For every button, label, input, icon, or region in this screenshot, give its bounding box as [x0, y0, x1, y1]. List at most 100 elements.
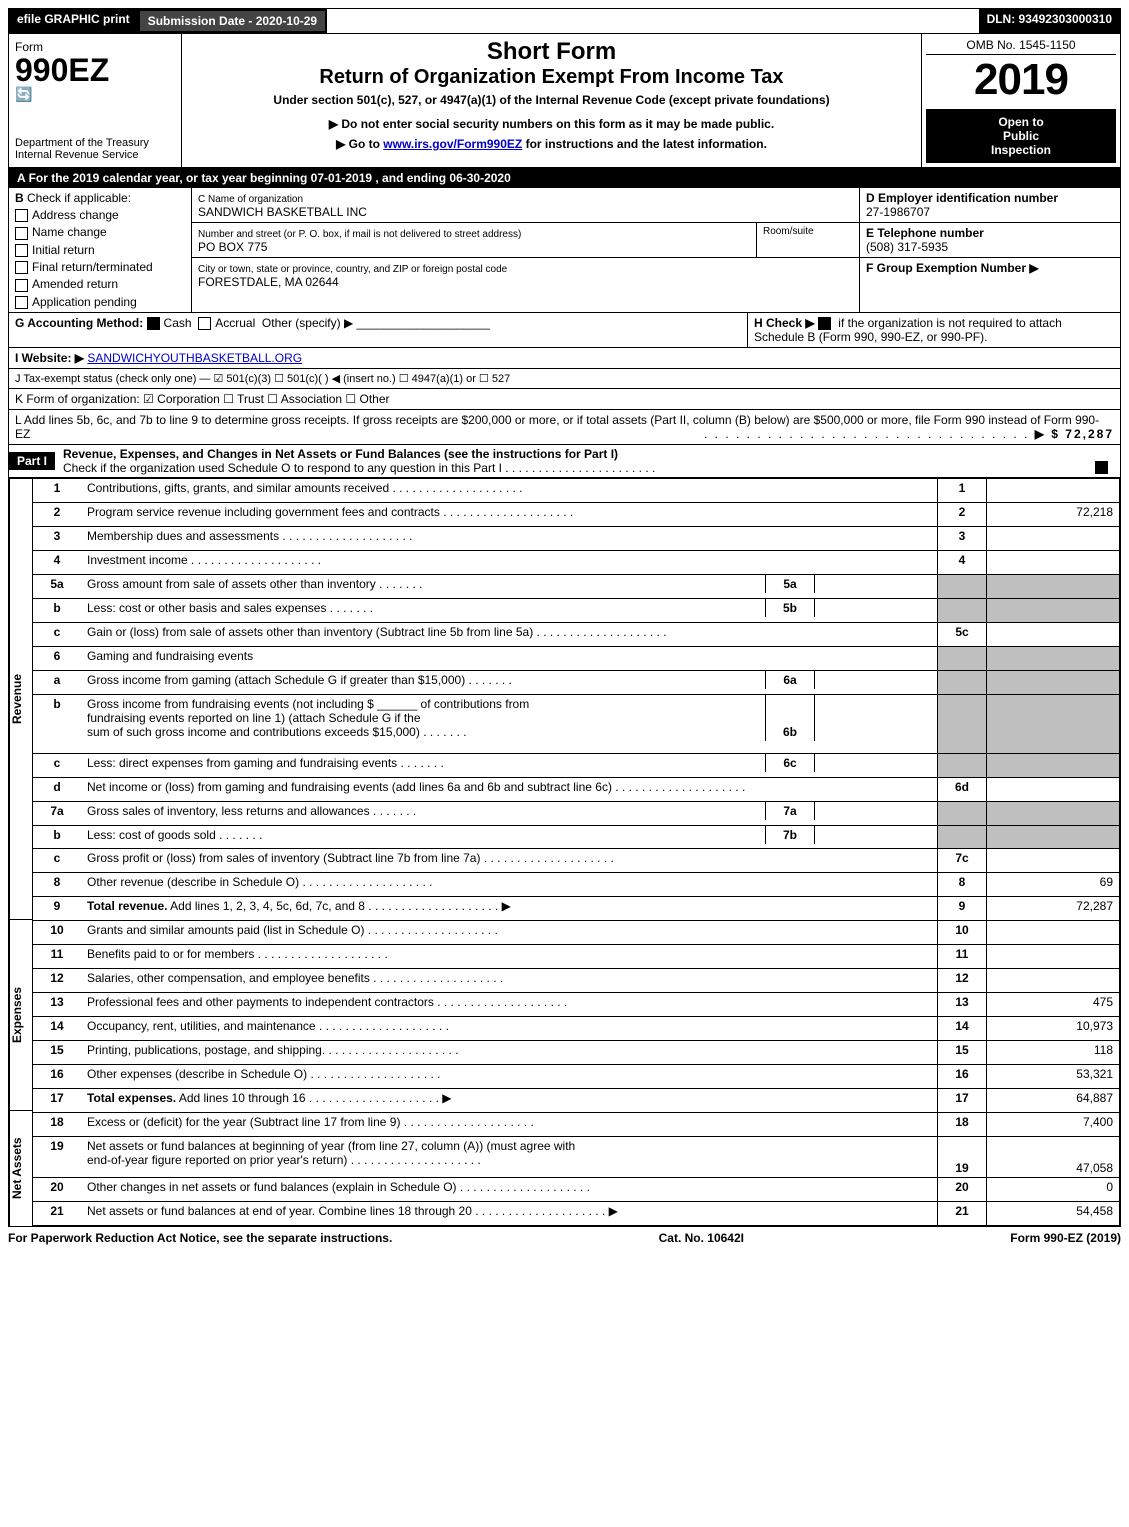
e-label: E Telephone number: [866, 226, 984, 240]
form-number: 990EZ: [15, 52, 109, 88]
table-row: 21Net assets or fund balances at end of …: [33, 1202, 1120, 1226]
part1-table: 1Contributions, gifts, grants, and simil…: [33, 478, 1120, 1226]
table-row: 7a Gross sales of inventory, less return…: [33, 801, 1120, 825]
c-street-label: Number and street (or P. O. box, if mail…: [198, 229, 521, 240]
main-title: Return of Organization Exempt From Incom…: [190, 66, 913, 89]
table-row: 18Excess or (deficit) for the year (Subt…: [33, 1112, 1120, 1136]
table-row: 16Other expenses (describe in Schedule O…: [33, 1064, 1120, 1088]
omb-number: OMB No. 1545-1150: [926, 38, 1116, 55]
section-i: I Website: ▶ SANDWICHYOUTHBASKETBALL.ORG: [9, 348, 1120, 369]
b-option-checkbox[interactable]: [15, 227, 28, 240]
table-row: 20Other changes in net assets or fund ba…: [33, 1178, 1120, 1202]
form-header: Form 990EZ 🔄 Department of the Treasury …: [8, 33, 1121, 1227]
dept-label: Department of the Treasury: [15, 137, 149, 149]
c-name-label: C Name of organization: [198, 194, 303, 205]
ssn-warning: ▶ Do not enter social security numbers o…: [190, 117, 913, 131]
b-option-checkbox[interactable]: [15, 296, 28, 309]
section-def: D Employer identification number 27-1986…: [860, 188, 1120, 312]
d-label: D Employer identification number: [866, 191, 1058, 205]
section-j: J Tax-exempt status (check only one) — ☑…: [9, 369, 1120, 389]
c-city-label: City or town, state or province, country…: [198, 264, 507, 275]
section-c: C Name of organization SANDWICH BASKETBA…: [192, 188, 860, 312]
b-option: Amended return: [15, 277, 185, 291]
table-row: 12Salaries, other compensation, and empl…: [33, 969, 1120, 993]
table-row: 10Grants and similar amounts paid (list …: [33, 921, 1120, 945]
table-row: 19Net assets or fund balances at beginni…: [33, 1136, 1120, 1178]
accrual-checkbox[interactable]: [198, 317, 211, 330]
entity-block: B Check if applicable: Address changeNam…: [9, 188, 1120, 313]
part1-schedule-o-checkbox[interactable]: [1095, 461, 1108, 474]
f-label: F Group Exemption Number ▶: [866, 261, 1039, 275]
title-right: OMB No. 1545-1150 2019 Open to Public In…: [921, 34, 1120, 167]
part1-label: Part I: [9, 452, 55, 470]
footer-mid: Cat. No. 10642I: [659, 1231, 744, 1245]
website-link[interactable]: SANDWICHYOUTHBASKETBALL.ORG: [87, 351, 302, 365]
section-h: H Check ▶ if the organization is not req…: [747, 313, 1120, 347]
b-option-checkbox[interactable]: [15, 244, 28, 257]
table-row: 11Benefits paid to or for members11: [33, 945, 1120, 969]
b-option: Final return/terminated: [15, 260, 185, 274]
phone-value: (508) 317-5935: [866, 240, 948, 254]
tax-year: 2019: [926, 55, 1116, 105]
table-row: b Less: cost of goods sold 7b: [33, 825, 1120, 849]
title-center: Short Form Return of Organization Exempt…: [182, 34, 921, 167]
section-g: G Accounting Method: Cash Accrual Other …: [9, 313, 747, 347]
section-b: B Check if applicable: Address changeNam…: [9, 188, 192, 312]
table-row: b Gross income from fundraising events (…: [33, 694, 1120, 753]
table-row: 1Contributions, gifts, grants, and simil…: [33, 479, 1120, 503]
section-l: L Add lines 5b, 6c, and 7b to line 9 to …: [9, 410, 1120, 445]
submission-date: Submission Date - 2020-10-29: [138, 9, 327, 33]
table-row: cGain or (loss) from sale of assets othe…: [33, 622, 1120, 646]
short-form-title: Short Form: [190, 38, 913, 66]
table-row: 8Other revenue (describe in Schedule O)8…: [33, 873, 1120, 897]
table-row: dNet income or (loss) from gaming and fu…: [33, 777, 1120, 801]
table-row: 9Total revenue. Add lines 1, 2, 3, 4, 5c…: [33, 897, 1120, 921]
dln-label: DLN: 93492303000310: [979, 9, 1120, 33]
table-row: 13Professional fees and other payments t…: [33, 993, 1120, 1017]
table-row: 5a Gross amount from sale of assets othe…: [33, 574, 1120, 598]
table-row: a Gross income from gaming (attach Sched…: [33, 670, 1120, 694]
org-name: SANDWICH BASKETBALL INC: [198, 205, 367, 219]
table-row: 14Occupancy, rent, utilities, and mainte…: [33, 1016, 1120, 1040]
footer-right: Form 990-EZ (2019): [1010, 1231, 1121, 1245]
b-option: Application pending: [15, 295, 185, 309]
irs-label: Internal Revenue Service: [15, 149, 139, 161]
irs-link[interactable]: www.irs.gov/Form990EZ: [383, 137, 522, 151]
table-row: 2Program service revenue including gover…: [33, 503, 1120, 527]
table-row: 17Total expenses. Add lines 10 through 1…: [33, 1088, 1120, 1112]
page-footer: For Paperwork Reduction Act Notice, see …: [8, 1227, 1121, 1249]
b-option: Name change: [15, 225, 185, 239]
table-row: c Less: direct expenses from gaming and …: [33, 753, 1120, 777]
table-row: 3Membership dues and assessments3: [33, 527, 1120, 551]
efile-print-button[interactable]: efile GRAPHIC print: [9, 9, 138, 33]
open-public-box: Open to Public Inspection: [926, 109, 1116, 163]
b-option-checkbox[interactable]: [15, 209, 28, 222]
subtitle: Under section 501(c), 527, or 4947(a)(1)…: [190, 93, 913, 107]
b-label: Check if applicable:: [27, 191, 131, 205]
revenue-label-vertical: Revenue: [9, 478, 33, 919]
section-k: K Form of organization: ☑ Corporation ☐ …: [9, 389, 1120, 410]
table-row: b Less: cost or other basis and sales ex…: [33, 598, 1120, 622]
form-id-cell: Form 990EZ 🔄 Department of the Treasury …: [9, 34, 182, 167]
goto-line: ▶ Go to www.irs.gov/Form990EZ for instru…: [190, 137, 913, 151]
netassets-label-vertical: Net Assets: [9, 1110, 33, 1226]
part1-title: Revenue, Expenses, and Changes in Net As…: [63, 447, 618, 461]
part1-check-note: Check if the organization used Schedule …: [63, 461, 502, 475]
cash-checkbox[interactable]: [147, 317, 160, 330]
ein-value: 27-1986707: [866, 205, 930, 219]
room-suite-label: Room/suite: [756, 223, 859, 257]
h-checkbox[interactable]: [818, 317, 831, 330]
footer-left: For Paperwork Reduction Act Notice, see …: [8, 1231, 392, 1245]
line-a: A For the 2019 calendar year, or tax yea…: [9, 168, 1120, 188]
table-row: 15Printing, publications, postage, and s…: [33, 1040, 1120, 1064]
table-row: 6Gaming and fundraising events: [33, 646, 1120, 670]
expenses-label-vertical: Expenses: [9, 919, 33, 1110]
b-option-checkbox[interactable]: [15, 279, 28, 292]
top-bar: efile GRAPHIC print Submission Date - 20…: [8, 8, 1121, 34]
b-option-checkbox[interactable]: [15, 261, 28, 274]
b-option: Address change: [15, 208, 185, 222]
org-city: FORESTDALE, MA 02644: [198, 275, 339, 289]
table-row: cGross profit or (loss) from sales of in…: [33, 849, 1120, 873]
b-option: Initial return: [15, 243, 185, 257]
org-street: PO BOX 775: [198, 240, 267, 254]
